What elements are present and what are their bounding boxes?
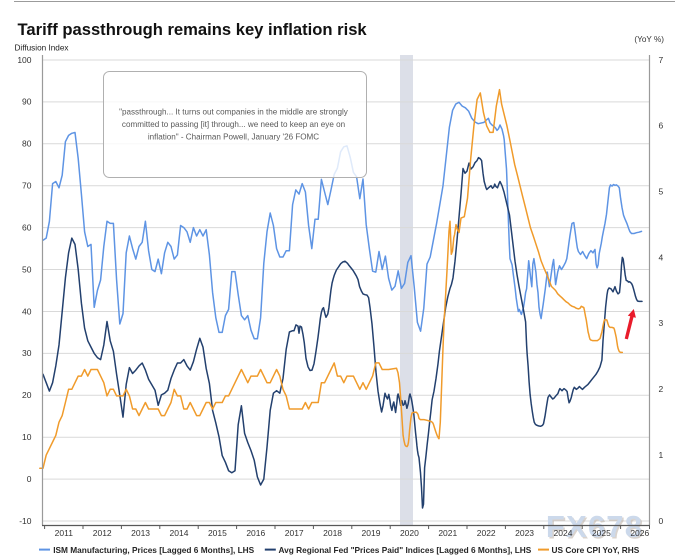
svg-text:committed to passing [it] thro: committed to passing [it] through... we … — [122, 120, 345, 129]
svg-text:-10: -10 — [19, 516, 32, 526]
svg-text:FX678: FX678 — [547, 511, 644, 546]
svg-text:2024: 2024 — [554, 528, 573, 538]
svg-text:ISM Manufacturing, Prices [Lag: ISM Manufacturing, Prices [Lagged 6 Mont… — [53, 545, 254, 555]
svg-text:inflation" - Chairman Powell,: inflation" - Chairman Powell, January '2… — [148, 133, 319, 142]
svg-text:2013: 2013 — [131, 528, 150, 538]
svg-text:2012: 2012 — [93, 528, 112, 538]
svg-text:(YoY %): (YoY %) — [634, 35, 664, 44]
svg-text:5: 5 — [659, 187, 664, 197]
svg-text:90: 90 — [22, 97, 32, 107]
svg-text:2014: 2014 — [170, 528, 189, 538]
svg-text:2011: 2011 — [55, 528, 74, 538]
svg-text:50: 50 — [22, 264, 32, 274]
svg-text:Avg Regional Fed "Prices Paid": Avg Regional Fed "Prices Paid" Indices [… — [279, 545, 532, 555]
svg-text:Diffusion Index: Diffusion Index — [15, 44, 69, 53]
svg-text:2017: 2017 — [285, 528, 304, 538]
svg-text:0: 0 — [27, 474, 32, 484]
svg-text:10: 10 — [22, 432, 32, 442]
svg-text:2023: 2023 — [515, 528, 534, 538]
svg-text:2020: 2020 — [400, 528, 419, 538]
svg-text:100: 100 — [17, 55, 31, 65]
svg-text:"passthrough... It turns out c: "passthrough... It turns out companies i… — [119, 108, 349, 117]
svg-text:2021: 2021 — [438, 528, 457, 538]
svg-text:1: 1 — [659, 450, 664, 460]
svg-text:2025: 2025 — [592, 528, 611, 538]
svg-text:4: 4 — [659, 252, 664, 262]
svg-text:80: 80 — [22, 139, 32, 149]
svg-text:2022: 2022 — [477, 528, 496, 538]
svg-text:2015: 2015 — [208, 528, 227, 538]
svg-text:6: 6 — [659, 121, 664, 131]
svg-text:3: 3 — [659, 318, 664, 328]
svg-text:2026: 2026 — [630, 528, 649, 538]
svg-text:2019: 2019 — [362, 528, 381, 538]
svg-text:US Core CPI YoY, RHS: US Core CPI YoY, RHS — [552, 545, 640, 555]
svg-text:2018: 2018 — [323, 528, 342, 538]
svg-text:7: 7 — [659, 55, 664, 65]
svg-text:30: 30 — [22, 348, 32, 358]
svg-text:40: 40 — [22, 306, 32, 316]
svg-text:70: 70 — [22, 181, 32, 191]
svg-text:FX678: FX678 — [546, 509, 643, 544]
svg-text:2: 2 — [659, 384, 664, 394]
svg-text:20: 20 — [22, 390, 32, 400]
svg-text:0: 0 — [659, 516, 664, 526]
svg-text:2016: 2016 — [246, 528, 265, 538]
svg-text:60: 60 — [22, 222, 32, 232]
